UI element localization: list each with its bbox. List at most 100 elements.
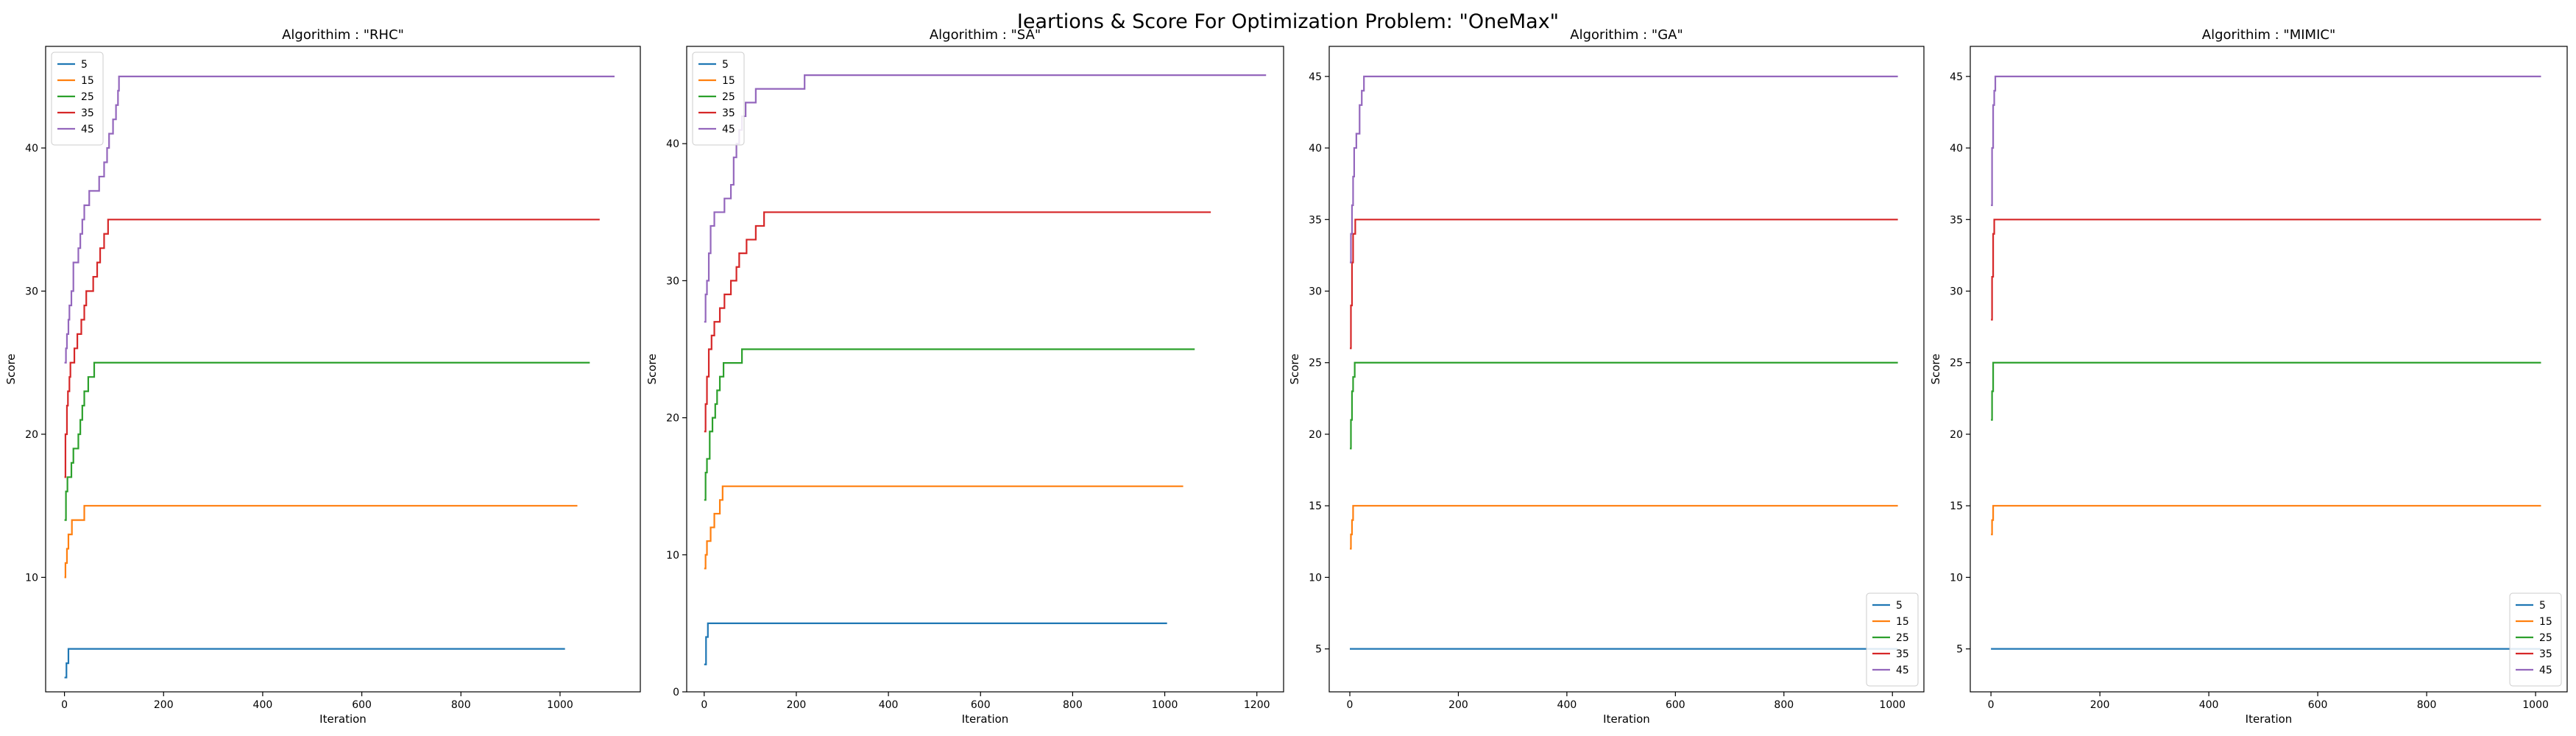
subplot-title: Algorithim : "MIMIC" — [2202, 27, 2335, 43]
y-tick-label: 30 — [25, 286, 38, 298]
legend-label-15: 15 — [2539, 616, 2552, 628]
y-tick-label: 30 — [666, 275, 679, 287]
legend-box — [2509, 592, 2562, 687]
legend: 5 15 25 35 45 — [51, 52, 104, 146]
x-tick-label: 200 — [787, 699, 807, 711]
x-tick-label: 200 — [1448, 699, 1468, 711]
series-line-35 — [1991, 219, 2541, 321]
y-axis-label: Score — [1288, 353, 1301, 384]
legend-label-25: 25 — [1896, 632, 1909, 644]
series-line-45 — [64, 75, 615, 364]
y-tick-label: 5 — [1956, 644, 1963, 656]
legend-label-5: 5 — [1896, 600, 1903, 612]
subplot-title: Algorithim : "RHC" — [282, 27, 404, 43]
legend-label-15: 15 — [722, 75, 735, 87]
y-tick-label: 5 — [1315, 644, 1322, 656]
y-tick-label: 25 — [1309, 358, 1322, 369]
series-line-5 — [704, 622, 1167, 665]
y-tick-label: 40 — [1309, 143, 1322, 155]
x-tick-label: 1000 — [2522, 699, 2549, 711]
y-tick-label: 20 — [666, 413, 679, 425]
legend-label-45: 45 — [1896, 665, 1909, 676]
x-tick-label: 400 — [1557, 699, 1577, 711]
y-tick-label: 30 — [1950, 286, 1963, 298]
series-line-45 — [704, 74, 1267, 323]
y-tick-label: 45 — [1950, 71, 1963, 83]
x-tick-label: 0 — [1347, 699, 1354, 711]
subplot-1: Algorithim : "RHC" 0 200 400 600 800 1000 10 20 3… — [4, 27, 641, 726]
subplot-4: Algorithim : "MIMIC" 0 200 400 600 800 1000 5 10… — [1929, 27, 2568, 726]
legend-label-25: 25 — [81, 91, 94, 103]
series-line-15 — [64, 505, 578, 578]
legend-label-25: 25 — [2539, 632, 2552, 644]
series-line-25 — [1350, 361, 1898, 450]
legend-label-45: 45 — [722, 124, 735, 135]
series-line-35 — [1350, 219, 1898, 350]
y-tick-label: 10 — [1309, 572, 1322, 584]
x-tick-label: 600 — [352, 699, 372, 711]
legend-box — [1866, 592, 1919, 687]
y-axis-label: Score — [1929, 353, 1942, 384]
axes-frame — [686, 46, 1284, 693]
y-tick-label: 0 — [673, 687, 679, 698]
y-tick-label: 30 — [1309, 286, 1322, 298]
y-tick-label: 15 — [1309, 500, 1322, 512]
y-tick-label: 40 — [25, 143, 38, 155]
y-tick-label: 10 — [25, 572, 38, 584]
legend-box — [692, 52, 745, 146]
subplot-2: Algorithim : "SA" 0 200 400 600 800 1000 1200 0 1… — [645, 27, 1284, 726]
legend-label-25: 25 — [722, 91, 735, 103]
series-line-15 — [1350, 505, 1898, 550]
series-line-5 — [64, 648, 565, 679]
x-tick-label: 600 — [2308, 699, 2328, 711]
x-tick-label: 800 — [451, 699, 471, 711]
y-tick-label: 10 — [666, 550, 679, 562]
x-tick-label: 1000 — [1879, 699, 1906, 711]
legend-label-5: 5 — [722, 59, 729, 71]
legend-label-45: 45 — [2539, 665, 2552, 676]
series-line-15 — [1991, 505, 2541, 536]
x-tick-label: 400 — [2199, 699, 2219, 711]
subplot-title: Algorithim : "GA" — [1570, 27, 1682, 43]
subplot-title: Algorithim : "SA" — [930, 27, 1041, 43]
axes-frame — [1328, 46, 1925, 693]
legend: 5 15 25 35 45 — [2509, 592, 2562, 687]
x-tick-label: 200 — [2090, 699, 2110, 711]
y-tick-label: 20 — [1309, 429, 1322, 441]
axes-frame — [45, 46, 641, 693]
axes-frame — [1970, 46, 2568, 693]
x-tick-label: 600 — [971, 699, 991, 711]
y-tick-label: 25 — [1950, 358, 1963, 369]
x-axis-label: Iteration — [2246, 712, 2293, 726]
x-tick-label: 0 — [1988, 699, 1995, 711]
legend-label-35: 35 — [2539, 648, 2552, 660]
y-tick-label: 45 — [1309, 71, 1322, 83]
y-tick-label: 35 — [1950, 214, 1963, 226]
subplot-3: Algorithim : "GA" 0 200 400 600 800 1000 5 10 15 2… — [1288, 27, 1925, 726]
legend: 5 15 25 35 45 — [1866, 592, 1919, 687]
y-tick-label: 15 — [1950, 500, 1963, 512]
x-tick-label: 400 — [253, 699, 273, 711]
series-line-45 — [1350, 75, 1898, 263]
x-tick-label: 800 — [1774, 699, 1794, 711]
x-axis-label: Iteration — [319, 712, 367, 726]
x-tick-label: 600 — [1666, 699, 1685, 711]
x-tick-label: 200 — [154, 699, 174, 711]
y-tick-label: 20 — [1950, 429, 1963, 441]
y-tick-label: 40 — [1950, 143, 1963, 155]
y-tick-label: 35 — [1309, 214, 1322, 226]
x-tick-label: 0 — [61, 699, 68, 711]
y-tick-label: 40 — [666, 138, 679, 150]
legend-label-35: 35 — [81, 107, 94, 119]
x-tick-label: 1200 — [1244, 699, 1270, 711]
series-line-15 — [704, 485, 1183, 570]
series-line-25 — [1991, 361, 2541, 421]
y-tick-label: 10 — [1950, 572, 1963, 584]
x-axis-label: Iteration — [962, 712, 1009, 726]
series-line-35 — [64, 219, 600, 478]
legend-label-15: 15 — [81, 75, 94, 87]
legend-box — [51, 52, 104, 146]
x-tick-label: 1000 — [547, 699, 573, 711]
